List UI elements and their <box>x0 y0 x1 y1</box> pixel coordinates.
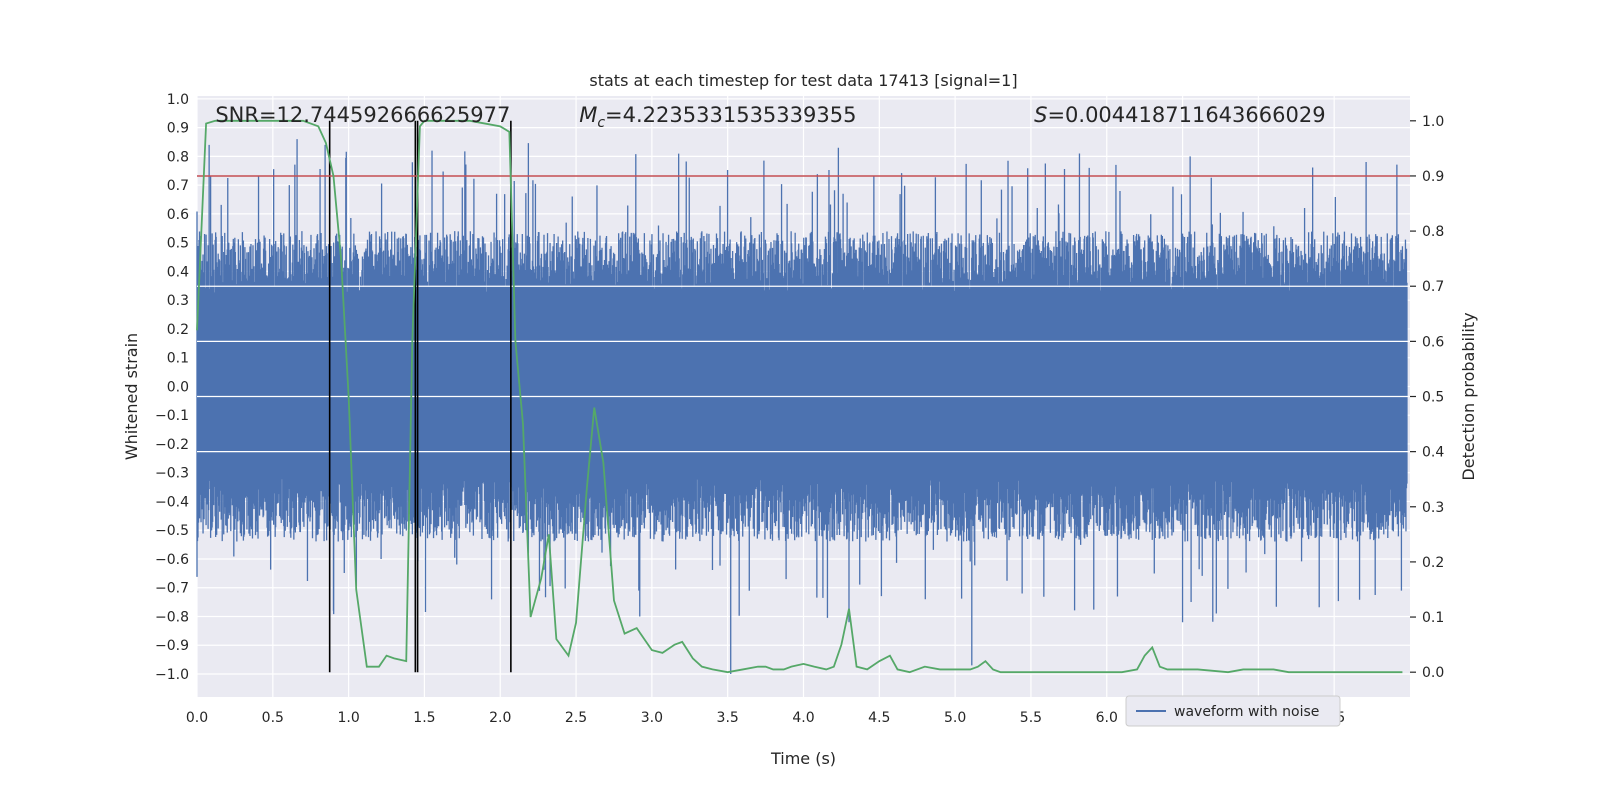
x-tick-label: 5.5 <box>1020 710 1042 726</box>
y-right-tick-label: 0.3 <box>1422 500 1444 516</box>
y-right-axis-label: Detection probability <box>1459 312 1478 480</box>
annotations: SNR=12.744592666625977 Mc=4.2235331535339… <box>215 103 1325 131</box>
annotation-subscript: c <box>597 115 605 131</box>
series-detection-probability <box>196 119 1403 674</box>
waveform-path <box>196 139 1408 674</box>
legend-box <box>1125 695 1341 727</box>
y-left-axis-ticks: 1.0 0.9 0.8 0.7 0.6 0.5 0.4 0.3 0.2 0.1 0.0 −0.1 −0.… <box>155 92 189 683</box>
y-left-tick-label: 0.2 <box>167 322 189 338</box>
annotation-value: =4.2235331535339355 <box>605 103 856 127</box>
series-waveform-with-noise <box>196 139 1410 674</box>
y-left-tick-label: 0.3 <box>167 293 189 309</box>
x-tick-label: 5.0 <box>944 710 966 726</box>
x-tick-label: 0.0 <box>186 710 208 726</box>
y-left-tick-label: −0.8 <box>155 609 189 625</box>
y-left-tick-label: 0.7 <box>167 178 189 194</box>
y-left-tick-label: 0.1 <box>167 351 189 367</box>
y-left-tick-label: 0.5 <box>167 236 189 252</box>
x-tick-label: 3.5 <box>717 710 739 726</box>
y-right-tick-label: 1.0 <box>1422 114 1444 130</box>
legend: waveform with noise <box>1125 695 1341 727</box>
y-left-tick-label: −0.2 <box>155 437 189 453</box>
y-left-tick-label: 0.4 <box>167 264 189 280</box>
y-right-tick-label: 0.0 <box>1422 665 1444 681</box>
annotation-value: =0.004418711643666029 <box>1047 103 1325 127</box>
y-left-tick-label: 0.9 <box>167 121 189 137</box>
y-left-axis-label: Whitened strain <box>122 333 141 460</box>
y-left-tick-label: −0.4 <box>155 494 189 510</box>
y-left-tick-label: 0.0 <box>167 379 189 395</box>
y-left-tick-label: −1.0 <box>155 667 189 683</box>
annotation: Mc=4.2235331535339355 <box>579 103 856 131</box>
y-left-tick-label: 0.6 <box>167 207 189 223</box>
legend-entry-waveform: waveform with noise <box>1174 704 1319 720</box>
y-left-tick-label: −0.1 <box>155 408 189 424</box>
x-axis-label: Time (s) <box>770 749 836 768</box>
y-right-tick-label: 0.2 <box>1422 555 1444 571</box>
annotation: SNR=12.744592666625977 <box>215 103 510 127</box>
y-left-tick-label: 1.0 <box>167 92 189 108</box>
annotation-symbol: S <box>1034 103 1047 127</box>
x-tick-label: 6.0 <box>1096 710 1118 726</box>
x-tick-label: 2.0 <box>489 710 511 726</box>
y-left-tick-label: −0.9 <box>155 638 189 654</box>
y-right-tick-label: 0.1 <box>1422 610 1444 626</box>
y-right-tick-label: 0.8 <box>1422 224 1444 240</box>
y-right-axis-ticks: 1.0 0.9 0.8 0.7 0.6 0.5 0.4 0.3 0.2 0.1 0.0 <box>1410 114 1444 681</box>
y-right-tick-label: 0.7 <box>1422 279 1444 295</box>
y-left-tick-label: −0.5 <box>155 523 189 539</box>
y-left-tick-label: −0.7 <box>155 581 189 597</box>
annotation: S=0.004418711643666029 <box>1034 103 1325 127</box>
x-tick-label: 4.0 <box>792 710 814 726</box>
y-right-tick-label: 0.9 <box>1422 169 1444 185</box>
y-left-tick-label: −0.6 <box>155 552 189 568</box>
y-right-tick-label: 0.4 <box>1422 445 1444 461</box>
y-left-tick-label: −0.3 <box>155 466 189 482</box>
x-tick-label: 1.0 <box>337 710 359 726</box>
y-right-tick-label: 0.5 <box>1422 390 1444 406</box>
y-left-tick-label: 0.8 <box>167 149 189 165</box>
x-tick-label: 1.5 <box>413 710 435 726</box>
chart-title: stats at each timestep for test data 174… <box>589 71 1017 90</box>
x-tick-label: 3.0 <box>641 710 663 726</box>
x-tick-label: 4.5 <box>868 710 890 726</box>
annotation-symbol: M <box>579 103 597 127</box>
y-right-tick-label: 0.6 <box>1422 334 1444 350</box>
x-tick-label: 0.5 <box>262 710 284 726</box>
x-tick-label: 2.5 <box>565 710 587 726</box>
